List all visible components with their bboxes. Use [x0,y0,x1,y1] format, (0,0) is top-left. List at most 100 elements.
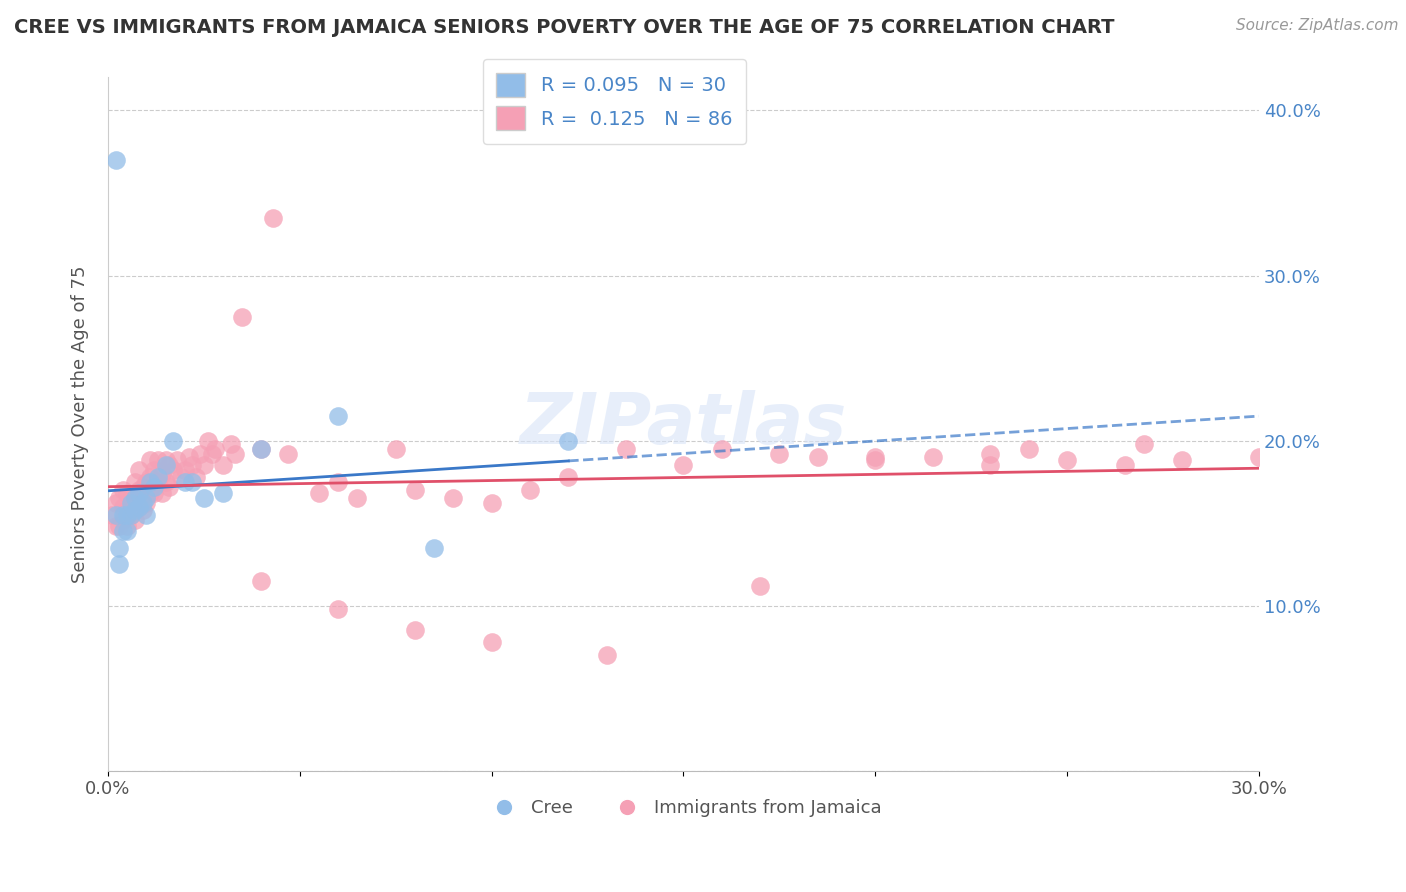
Point [143,480,166,494]
Point [186,470,208,484]
Point [481,496,503,510]
Point [120,496,142,510]
Point [112,513,135,527]
Point [115,519,138,533]
Text: Source: ZipAtlas.com: Source: ZipAtlas.com [1236,18,1399,33]
Point [150,467,173,481]
Point [557,434,579,448]
Point [101,508,124,522]
Point [128,500,150,514]
Point [131,503,153,517]
Point [441,491,464,506]
Point [250,442,273,456]
Point [162,463,184,477]
Point [155,458,177,473]
Point [328,475,350,489]
Point [404,624,426,638]
Point [979,447,1001,461]
Point [749,579,772,593]
Point [1056,453,1078,467]
Point [139,470,162,484]
Point [173,475,195,489]
Point [120,508,142,522]
Point [173,463,195,477]
Point [1247,450,1270,464]
Point [193,491,215,506]
Point [212,458,235,473]
Point [139,475,162,489]
Point [112,500,135,514]
Point [166,453,188,467]
Point [328,602,350,616]
Point [135,508,157,522]
Point [865,453,887,467]
Point [596,648,619,662]
Point [112,524,135,539]
Point [135,475,157,489]
Point [807,450,830,464]
Point [143,463,166,477]
Point [135,496,157,510]
Point [155,453,177,467]
Point [328,409,350,423]
Point [115,524,138,539]
Point [108,491,131,506]
Point [104,508,127,522]
Legend: Cree, Immigrants from Jamaica: Cree, Immigrants from Jamaica [478,791,889,824]
Point [104,519,127,533]
Point [519,483,541,497]
Y-axis label: Seniors Poverty Over the Age of 75: Seniors Poverty Over the Age of 75 [72,265,89,582]
Point [865,450,887,464]
Point [150,486,173,500]
Text: ZIPatlas: ZIPatlas [520,390,848,458]
Point [115,486,138,500]
Point [155,475,177,489]
Point [1171,453,1194,467]
Point [157,458,180,473]
Point [170,470,193,484]
Point [181,475,204,489]
Point [404,483,426,497]
Point [262,211,284,225]
Text: CREE VS IMMIGRANTS FROM JAMAICA SENIORS POVERTY OVER THE AGE OF 75 CORRELATION C: CREE VS IMMIGRANTS FROM JAMAICA SENIORS … [14,18,1115,37]
Point [131,496,153,510]
Point [108,558,131,572]
Point [104,496,127,510]
Point [128,463,150,477]
Point [557,470,579,484]
Point [224,447,246,461]
Point [124,491,146,506]
Point [115,503,138,517]
Point [146,475,169,489]
Point [120,508,142,522]
Point [162,434,184,448]
Point [146,453,169,467]
Point [143,486,166,500]
Point [197,434,219,448]
Point [710,442,733,456]
Point [146,470,169,484]
Point [112,508,135,522]
Point [131,480,153,494]
Point [124,503,146,517]
Point [1133,437,1156,451]
Point [128,486,150,500]
Point [277,447,299,461]
Point [250,442,273,456]
Point [139,453,162,467]
Point [200,447,222,461]
Point [181,458,204,473]
Point [157,480,180,494]
Point [219,437,242,451]
Point [212,486,235,500]
Point [128,500,150,514]
Point [231,310,253,324]
Point [481,635,503,649]
Point [979,458,1001,473]
Point [1018,442,1040,456]
Point [177,450,200,464]
Point [768,447,790,461]
Point [346,491,368,506]
Point [188,447,211,461]
Point [124,513,146,527]
